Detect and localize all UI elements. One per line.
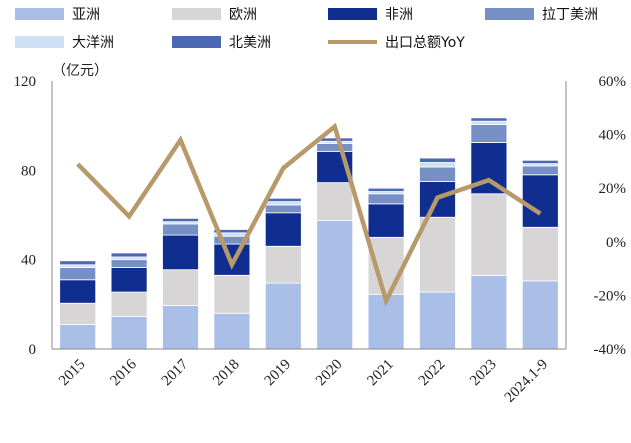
bar-3-2 xyxy=(162,223,199,236)
x-tick-0: 2015 xyxy=(56,357,89,390)
bar-5-6 xyxy=(367,187,405,192)
bar-5-0 xyxy=(59,260,97,266)
legend-swatch-3 xyxy=(485,8,534,20)
bar-3-4 xyxy=(264,204,302,214)
bar-3-0 xyxy=(59,267,97,281)
bar-1-2 xyxy=(162,269,199,306)
y-right-tick-0: -40% xyxy=(594,342,627,358)
bar-0-0 xyxy=(59,324,97,350)
bar-0-4 xyxy=(264,282,302,350)
bar-2-0 xyxy=(59,279,97,304)
x-tick-2: 2017 xyxy=(159,356,192,389)
bar-1-0 xyxy=(59,302,97,325)
bar-3-7 xyxy=(419,166,456,182)
y-left-tick-2: 80 xyxy=(21,163,36,179)
x-tick-3: 2018 xyxy=(210,357,243,390)
bar-0-9 xyxy=(521,280,559,350)
bar-0-3 xyxy=(213,312,251,350)
y-right-tick-2: 0% xyxy=(606,235,626,251)
bar-4-1 xyxy=(110,256,148,261)
bar-3-8 xyxy=(470,124,508,143)
y-right-tick-4: 40% xyxy=(599,128,627,144)
bar-1-3 xyxy=(213,274,251,314)
y-right-tick-3: 20% xyxy=(599,181,627,197)
bar-5-8 xyxy=(470,117,508,122)
legend-swatch-4 xyxy=(15,36,64,48)
bar-2-4 xyxy=(264,212,302,247)
legend-swatch-5 xyxy=(172,36,221,48)
x-tick-9: 2024.1-9 xyxy=(502,357,551,406)
bar-4-0 xyxy=(59,264,97,268)
x-tick-6: 2021 xyxy=(364,357,397,390)
axes xyxy=(51,81,567,350)
bar-5-4 xyxy=(264,197,302,202)
y-right-tick-5: 60% xyxy=(599,74,627,90)
bar-0-2 xyxy=(162,305,199,350)
yoy-line-layer xyxy=(76,122,542,307)
y-left-tick-3: 120 xyxy=(14,74,37,90)
bar-1-5 xyxy=(316,182,354,221)
legend-label-3: 拉丁美洲 xyxy=(542,7,598,23)
bar-2-6 xyxy=(367,203,405,238)
legend-label-2: 非洲 xyxy=(385,7,413,23)
bar-2-2 xyxy=(162,234,199,271)
bar-5-7 xyxy=(419,157,456,163)
y-right-tick-1: -20% xyxy=(594,288,627,304)
legend-label-0: 亚洲 xyxy=(72,7,100,23)
bar-4-8 xyxy=(470,120,508,125)
bar-5-9 xyxy=(521,159,559,165)
bar-2-8 xyxy=(470,142,508,195)
bar-1-1 xyxy=(110,291,148,318)
bar-4-4 xyxy=(264,201,302,206)
y-left-tick-1: 40 xyxy=(21,253,36,269)
x-tick-4: 2019 xyxy=(262,357,295,390)
bar-0-5 xyxy=(316,220,354,350)
legend-swatch-0 xyxy=(15,8,64,20)
legend-label-1: 欧洲 xyxy=(229,7,257,23)
bar-2-1 xyxy=(110,267,148,293)
legend-label-5: 北美洲 xyxy=(229,35,271,51)
bars xyxy=(59,117,559,350)
bar-4-7 xyxy=(419,162,456,168)
bar-3-6 xyxy=(367,193,405,205)
yoy-line xyxy=(76,122,542,307)
x-tick-8: 2023 xyxy=(467,357,500,390)
bar-2-9 xyxy=(521,174,559,228)
legend-label-6: 出口总额YoY xyxy=(385,35,465,51)
y-axis-unit-label: （亿元） xyxy=(52,63,108,79)
bar-3-5 xyxy=(316,143,354,152)
bar-3-9 xyxy=(521,165,559,176)
legend-label-4: 大洋洲 xyxy=(72,35,114,51)
x-tick-5: 2020 xyxy=(313,357,346,390)
bar-5-2 xyxy=(162,217,199,223)
legend-swatch-1 xyxy=(172,8,221,20)
bar-1-4 xyxy=(264,245,302,284)
bar-0-8 xyxy=(470,274,508,350)
bar-3-1 xyxy=(110,259,148,268)
bar-0-7 xyxy=(419,291,456,350)
legend-swatch-2 xyxy=(328,8,377,20)
x-tick-7: 2022 xyxy=(416,357,449,390)
x-tick-1: 2016 xyxy=(107,356,140,389)
bar-5-1 xyxy=(110,252,148,258)
bar-1-8 xyxy=(470,193,508,276)
y-left-tick-0: 0 xyxy=(29,342,37,358)
bar-1-7 xyxy=(419,216,456,293)
bar-0-1 xyxy=(110,316,148,350)
bar-1-9 xyxy=(521,226,559,282)
